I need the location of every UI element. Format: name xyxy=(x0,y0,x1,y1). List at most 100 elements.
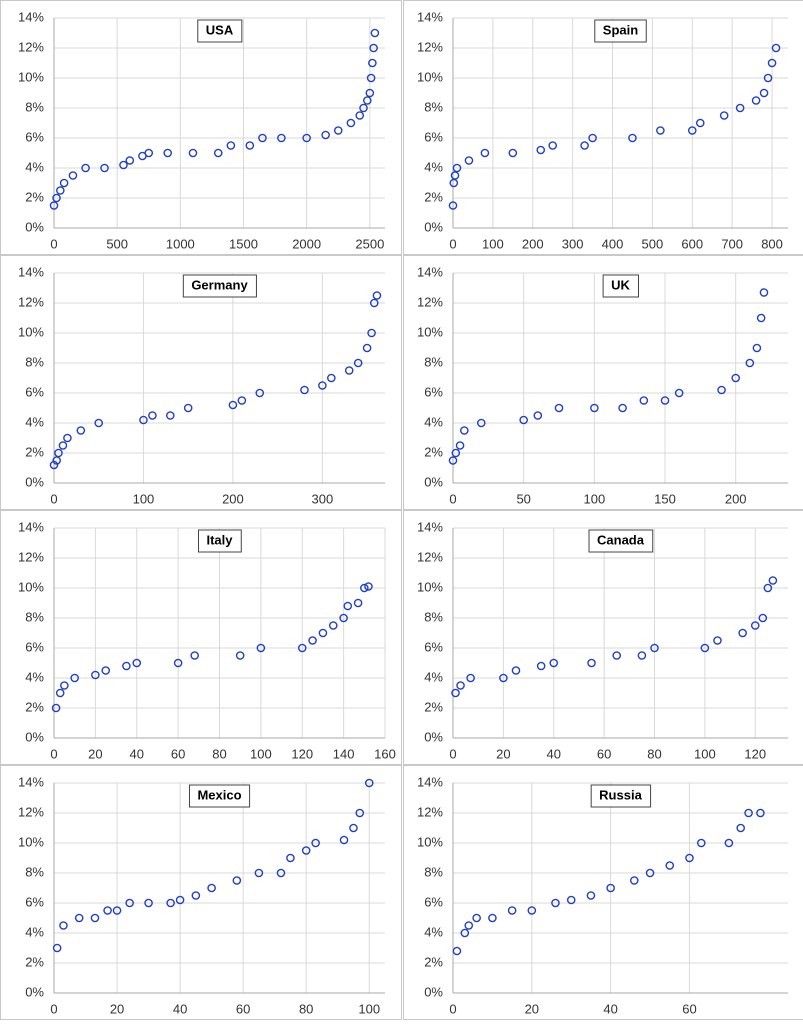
point xyxy=(628,133,637,143)
point xyxy=(226,141,236,150)
point xyxy=(695,118,705,128)
point xyxy=(645,868,655,878)
panel-border xyxy=(403,510,803,765)
y-tick-label: 12% xyxy=(18,804,44,819)
point xyxy=(449,178,459,188)
point xyxy=(685,853,694,863)
point xyxy=(507,906,517,915)
point xyxy=(301,846,311,855)
y-tick-label: 8% xyxy=(25,354,44,369)
point xyxy=(308,636,317,645)
title-box xyxy=(182,274,257,298)
point xyxy=(302,133,311,143)
point xyxy=(349,823,358,833)
point xyxy=(744,808,753,818)
y-tick-label: 2% xyxy=(25,444,44,459)
point xyxy=(188,148,198,158)
y-tick-label: 8% xyxy=(424,354,443,369)
point xyxy=(586,891,596,900)
point xyxy=(59,921,68,930)
y-tick-label: 14% xyxy=(18,264,44,279)
point xyxy=(511,666,521,675)
point xyxy=(144,148,154,158)
x-tick-label: 800 xyxy=(761,236,783,251)
point xyxy=(549,658,559,668)
y-tick-label: 2% xyxy=(25,189,44,204)
point xyxy=(49,460,59,470)
point xyxy=(144,898,153,908)
x-tick-label: 0 xyxy=(449,746,456,761)
x-tick-label: 40 xyxy=(173,1001,187,1016)
y-tick-label: 8% xyxy=(424,609,443,624)
panel-border xyxy=(0,765,402,1020)
x-tick-label: 0 xyxy=(449,491,456,506)
point xyxy=(554,403,564,413)
point xyxy=(122,661,131,671)
x-tick-label: 2000 xyxy=(292,236,321,251)
y-tick-label: 0% xyxy=(25,984,44,999)
chart-title: Italy xyxy=(206,532,233,547)
point xyxy=(587,658,596,668)
point xyxy=(369,43,378,53)
point xyxy=(756,313,766,323)
point xyxy=(355,111,365,120)
y-tick-label: 0% xyxy=(25,729,44,744)
point xyxy=(606,883,615,893)
panel-border xyxy=(0,510,402,765)
point xyxy=(464,921,474,930)
x-tick-label: 0 xyxy=(50,746,57,761)
point xyxy=(696,838,706,848)
y-tick-label: 4% xyxy=(424,159,443,174)
point xyxy=(719,111,729,120)
point xyxy=(353,598,363,608)
point xyxy=(665,861,675,870)
x-tick-label: 50 xyxy=(516,491,530,506)
point xyxy=(91,670,100,680)
y-tick-label: 14% xyxy=(18,774,44,789)
point xyxy=(173,658,183,668)
point xyxy=(456,681,465,690)
point xyxy=(639,396,649,405)
y-tick-label: 2% xyxy=(424,699,443,714)
x-tick-label: 100 xyxy=(358,1001,380,1016)
point xyxy=(768,576,778,585)
x-tick-label: 0 xyxy=(449,1001,456,1016)
x-tick-label: 100 xyxy=(583,491,605,506)
title-box xyxy=(588,529,654,553)
x-tick-label: 160 xyxy=(374,746,396,761)
point xyxy=(258,133,267,143)
x-tick-label: 80 xyxy=(212,746,226,761)
point xyxy=(363,96,372,105)
y-tick-label: 10% xyxy=(417,834,443,849)
point xyxy=(612,651,622,660)
point xyxy=(480,148,490,158)
x-tick-label: 150 xyxy=(654,491,676,506)
point xyxy=(580,141,589,150)
point xyxy=(232,876,242,885)
point xyxy=(767,58,777,68)
y-tick-label: 6% xyxy=(424,894,443,909)
point xyxy=(148,411,157,420)
point xyxy=(52,943,62,953)
point xyxy=(276,868,286,878)
point xyxy=(235,651,245,660)
x-tick-label: 200 xyxy=(522,236,544,251)
point xyxy=(256,643,266,653)
x-tick-label: 500 xyxy=(642,236,664,251)
point xyxy=(759,288,769,297)
point xyxy=(321,130,330,140)
point xyxy=(52,193,61,203)
x-tick-label: 40 xyxy=(603,1001,617,1016)
panel-border xyxy=(403,765,803,1020)
point xyxy=(70,673,79,683)
x-tick-label: 120 xyxy=(744,746,766,761)
y-tick-label: 4% xyxy=(424,669,443,684)
point xyxy=(488,913,497,923)
point xyxy=(637,651,647,660)
point xyxy=(76,426,86,435)
point xyxy=(590,403,599,413)
x-tick-label: 20 xyxy=(110,1001,124,1016)
x-tick-label: 60 xyxy=(236,1001,250,1016)
y-tick-label: 14% xyxy=(417,9,443,24)
x-tick-label: 80 xyxy=(299,1001,313,1016)
